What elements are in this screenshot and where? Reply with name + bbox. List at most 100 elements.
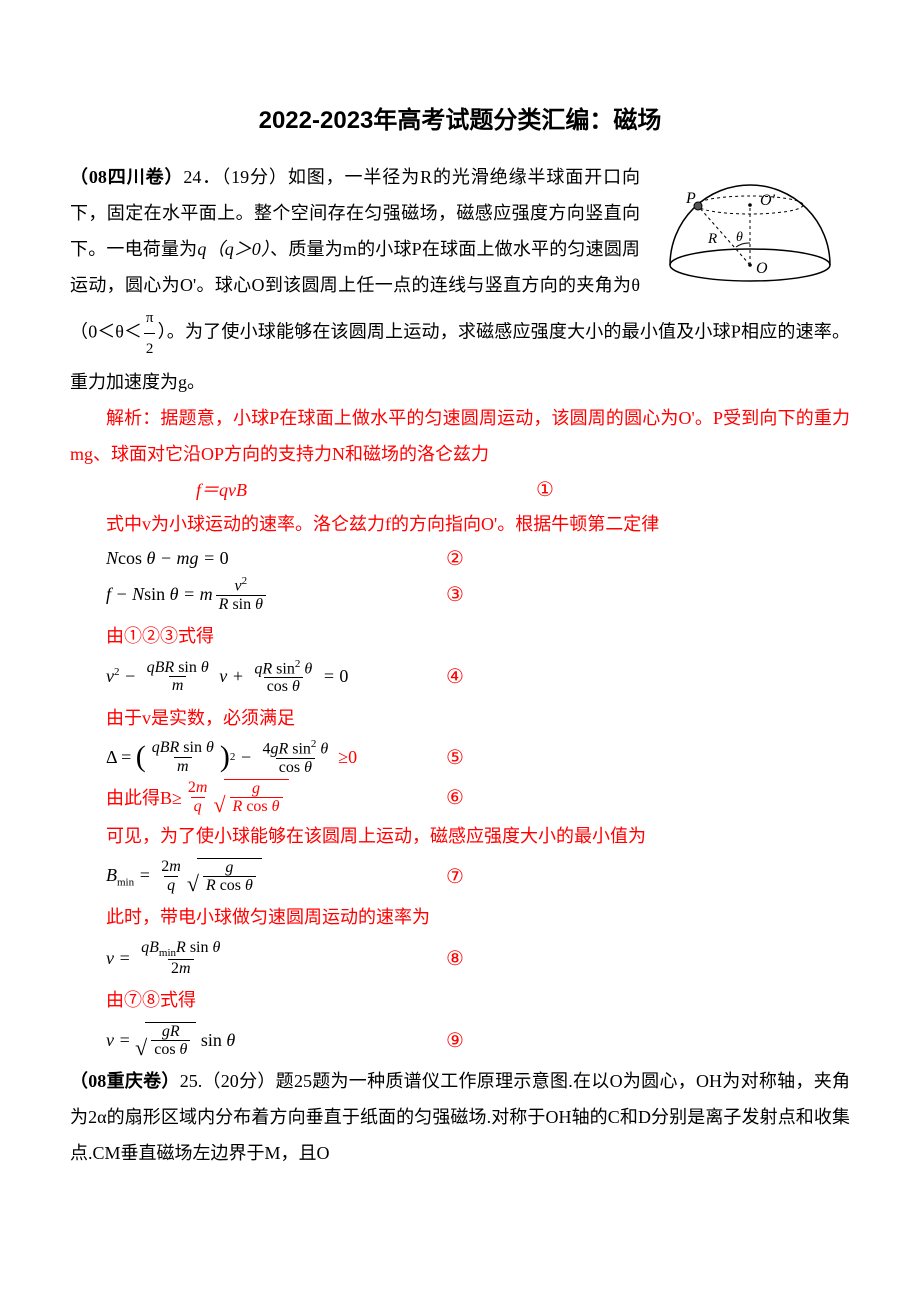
eq9-innerfrac: gR cos θ	[151, 1023, 190, 1059]
eq4-f1d: m	[169, 676, 187, 695]
equation-9-row: v = √ gR cos θ sin θ ⑨	[106, 1022, 850, 1059]
hemisphere-figure: P O' R θ O	[650, 165, 850, 295]
eq5-f2n: 4gR sin2 θ	[259, 738, 331, 758]
label-Oprime: O'	[760, 192, 776, 209]
eq5-geq: ≥0	[338, 747, 357, 768]
hemisphere-svg: P O' R θ O	[650, 165, 850, 295]
pi-den: 2	[144, 333, 156, 364]
eq5-frac2: 4gR sin2 θ cos θ	[259, 738, 331, 777]
pi-num: π	[144, 303, 156, 333]
eq3-left: f − Nsin θ = m	[106, 584, 213, 605]
p1-q: q（q＞0）	[197, 239, 270, 259]
equation-5: Δ = ( qBR sin θ m ) 2 − 4gR sin2 θ cos θ…	[106, 738, 446, 777]
page: 2022-2023年高考试题分类汇编：磁场 P O' R θ O （08四川卷）…	[0, 0, 920, 1221]
equation-1: f＝qvB	[106, 476, 536, 502]
equation-2-row: Ncos θ − mg = 0 ②	[106, 546, 850, 571]
eqnum-7: ⑦	[446, 864, 464, 889]
eqnum-9: ⑨	[446, 1028, 464, 1053]
p1-text-c: ）。为了使小球能够在该圆周上运动，求磁感应强度大小的最小值及小球P相应的速率。重…	[70, 322, 850, 392]
eq3-den: R sin θ	[216, 595, 266, 614]
eq5-frac1: qBR sin θ m	[149, 739, 217, 775]
eq4-f1n: qBR sin θ	[144, 659, 212, 677]
pi-over-2: π2	[144, 303, 156, 364]
eqnum-2: ②	[446, 546, 464, 571]
solution-p1: 解析：据题意，小球P在球面上做水平的匀速圆周运动，该圆周的圆心为O'。P受到向下…	[70, 400, 850, 472]
solution-p8: 由⑦⑧式得	[70, 982, 850, 1018]
eq7-d: q	[164, 876, 178, 895]
label-theta: θ	[736, 230, 743, 245]
equation-2: Ncos θ − mg = 0	[106, 548, 446, 569]
page-title: 2022-2023年高考试题分类汇编：磁场	[70, 100, 850, 135]
solution-p6: 可见，为了使小球能够在该圆周上运动，磁感应强度大小的最小值为	[70, 818, 850, 854]
eq6-id: R cos θ	[230, 797, 283, 816]
eq7-in: g	[222, 859, 236, 877]
eq2-text: Ncos θ − mg = 0	[106, 548, 229, 569]
solution-p7: 此时，带电小球做匀速圆周运动的速率为	[70, 899, 850, 935]
eq3-frac: v2 R sin θ	[216, 575, 266, 614]
eq3-num: v2	[232, 575, 251, 595]
eq6-innerfrac: g R cos θ	[230, 780, 283, 816]
eq9-radicand: gR cos θ	[145, 1022, 196, 1059]
eq5-f2d: cos θ	[276, 758, 315, 777]
eq7-n: 2m	[158, 858, 184, 876]
eq9-in: gR	[159, 1023, 183, 1041]
eq5-f1n: qBR sin θ	[149, 739, 217, 757]
eq6-sqrt: √ g R cos θ	[213, 779, 288, 816]
eq4-v2: v2 −	[106, 666, 141, 687]
label-P: P	[685, 190, 696, 207]
eq9-sin: sin θ	[196, 1030, 235, 1051]
eq7-sqrt: √ g R cos θ	[187, 858, 262, 895]
equation-9: v = √ gR cos θ sin θ	[106, 1022, 446, 1059]
p1-source: （08四川卷）	[70, 167, 183, 187]
label-O: O	[756, 260, 768, 277]
eq5-minus: −	[235, 747, 256, 768]
eq4-frac1: qBR sin θ m	[144, 659, 212, 695]
eq8-frac: qBminR sin θ 2m	[138, 939, 223, 978]
eq5-delta: Δ =	[106, 747, 136, 768]
p1-numpts: 24．（19分）	[183, 167, 287, 187]
equation-8: v = qBminR sin θ 2m	[106, 939, 446, 978]
eqnum-3: ③	[446, 582, 464, 607]
eq7-frac: 2m q	[158, 858, 184, 894]
eq7-radicand: g R cos θ	[197, 858, 262, 895]
eq6-n: 2m	[185, 779, 211, 797]
p2-numpts: 25.（20分）	[180, 1071, 276, 1091]
eqnum-4: ④	[446, 664, 464, 689]
equation-6-row: 由此得B≥ 2m q √ g R cos θ ⑥	[106, 779, 850, 816]
label-R: R	[707, 231, 717, 247]
eq8-v: v =	[106, 948, 135, 969]
eq5-rp: )	[220, 742, 230, 772]
equation-7-row: Bmin = 2m q √ g R cos θ ⑦	[106, 858, 850, 895]
equation-8-row: v = qBminR sin θ 2m ⑧	[106, 939, 850, 978]
equation-4: v2 − qBR sin θ m v + qR sin2 θ cos θ = 0	[106, 658, 446, 697]
eqnum-5: ⑤	[446, 745, 464, 770]
equation-1-row: f＝qvB ①	[106, 476, 850, 502]
eq9-v: v =	[106, 1030, 135, 1051]
solution-p4: 由于v是实数，必须满足	[70, 700, 850, 736]
eq8-d: 2m	[168, 959, 194, 978]
equation-3-row: f − Nsin θ = m v2 R sin θ ③	[106, 575, 850, 614]
eq6-d: q	[191, 797, 205, 816]
eq5-lp: (	[136, 742, 146, 772]
eqnum-1: ①	[536, 477, 554, 502]
eq6-radicand: g R cos θ	[224, 779, 289, 816]
eq7-bmin: Bmin =	[106, 865, 155, 889]
eq7-innerfrac: g R cos θ	[203, 859, 256, 895]
solution-p3: 由①②③式得	[70, 618, 850, 654]
equation-6: 由此得B≥ 2m q √ g R cos θ	[106, 779, 446, 816]
eqnum-8: ⑧	[446, 946, 464, 971]
eq7-id: R cos θ	[203, 876, 256, 895]
eq4-f2n: qR sin2 θ	[251, 658, 315, 678]
eq6-frac: 2m q	[185, 779, 211, 815]
eq4-mid: v +	[215, 666, 249, 687]
equation-7: Bmin = 2m q √ g R cos θ	[106, 858, 446, 895]
eq5-f1d: m	[174, 757, 192, 776]
solution-p2: 式中v为小球运动的速率。洛仑兹力f的方向指向O'。根据牛顿第二定律	[70, 506, 850, 542]
p2-source: （08重庆卷）	[70, 1071, 180, 1091]
problem2-statement: （08重庆卷）25.（20分）题25题为一种质谱仪工作原理示意图.在以O为圆心，…	[70, 1063, 850, 1171]
eq6-in: g	[249, 780, 263, 798]
eq8-n: qBminR sin θ	[138, 939, 223, 959]
eq4-frac2: qR sin2 θ cos θ	[251, 658, 315, 697]
equation-4-row: v2 − qBR sin θ m v + qR sin2 θ cos θ = 0…	[106, 658, 850, 697]
equation-5-row: Δ = ( qBR sin θ m ) 2 − 4gR sin2 θ cos θ…	[106, 738, 850, 777]
